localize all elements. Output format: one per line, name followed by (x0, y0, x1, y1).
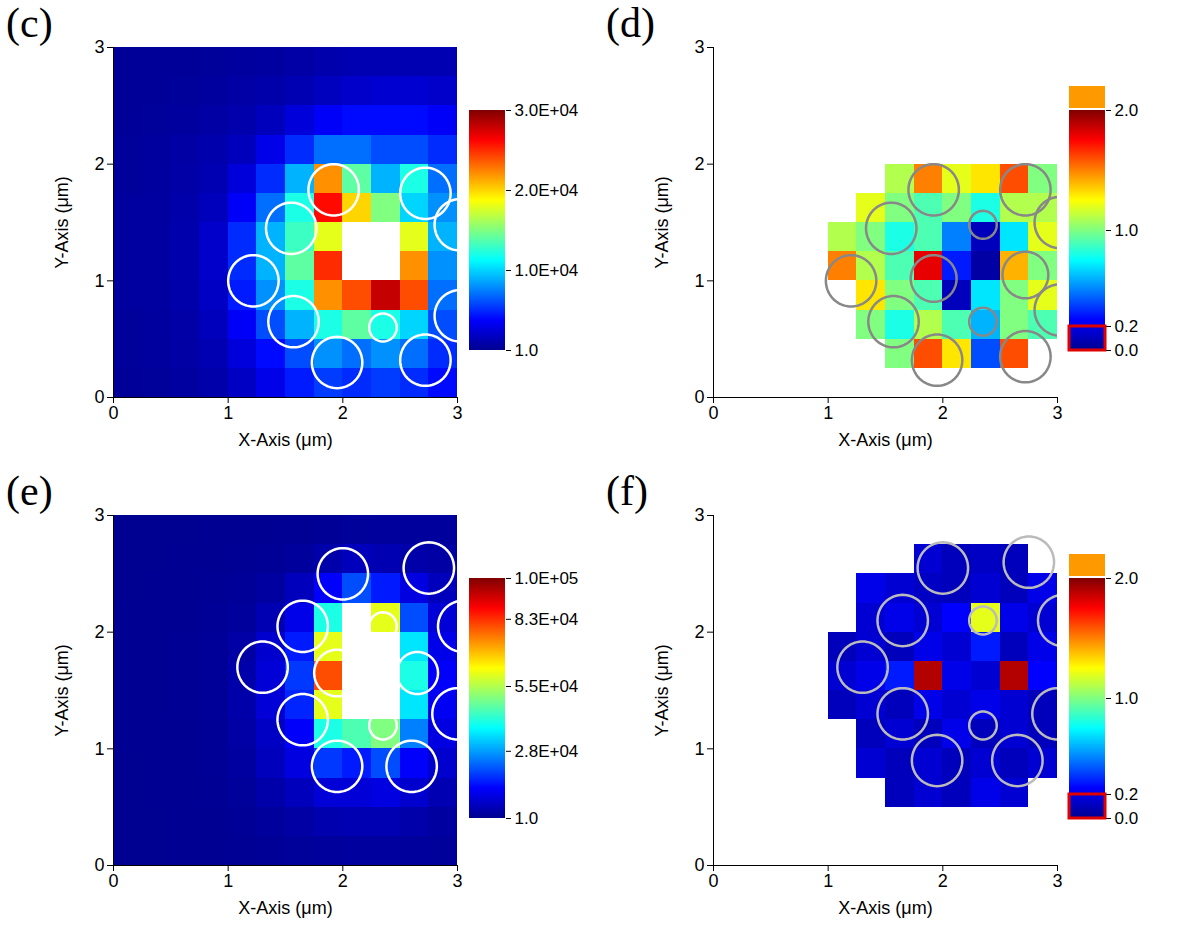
svg-text:0: 0 (708, 403, 718, 423)
svg-text:3: 3 (1052, 871, 1062, 891)
svg-text:X-Axis (μm): X-Axis (μm) (838, 430, 932, 450)
svg-text:3.0E+04: 3.0E+04 (515, 101, 579, 120)
html-text:(f): (f) (606, 468, 648, 514)
svg-text:1: 1 (823, 403, 833, 423)
svg-text:X-Axis (μm): X-Axis (μm) (238, 430, 332, 450)
html-text:(e): (e) (6, 468, 53, 514)
svg-text:Y-Axis (μm): Y-Axis (μm) (652, 176, 672, 269)
svg-text:1: 1 (823, 871, 833, 891)
svg-text:2: 2 (694, 154, 704, 174)
svg-text:0.0: 0.0 (1115, 809, 1139, 828)
svg-text:1: 1 (94, 271, 104, 291)
svg-text:8.3E+04: 8.3E+04 (515, 610, 579, 629)
svg-text:2: 2 (694, 622, 704, 642)
html-text:(d): (d) (606, 0, 655, 46)
svg-text:1.0: 1.0 (515, 809, 539, 828)
svg-text:5.5E+04: 5.5E+04 (515, 677, 579, 696)
svg-text:0.2: 0.2 (1115, 317, 1139, 336)
svg-text:2: 2 (338, 871, 348, 891)
svg-text:2.8E+04: 2.8E+04 (515, 742, 579, 761)
svg-text:3: 3 (1052, 403, 1062, 423)
svg-text:2: 2 (94, 622, 104, 642)
svg-text:1.0E+04: 1.0E+04 (515, 261, 579, 280)
svg-text:1.0: 1.0 (1115, 221, 1139, 240)
svg-text:3: 3 (94, 37, 104, 57)
svg-text:3: 3 (452, 403, 462, 423)
svg-text:1: 1 (694, 271, 704, 291)
svg-text:0: 0 (108, 403, 118, 423)
svg-text:0: 0 (94, 855, 104, 875)
svg-text:Y-Axis (μm): Y-Axis (μm) (52, 176, 72, 269)
svg-text:Y-Axis (μm): Y-Axis (μm) (652, 644, 672, 737)
svg-text:1.0: 1.0 (515, 341, 539, 360)
svg-text:0: 0 (694, 387, 704, 407)
svg-text:0: 0 (708, 871, 718, 891)
svg-text:0: 0 (108, 871, 118, 891)
svg-text:0: 0 (694, 855, 704, 875)
html-text:(c): (c) (6, 0, 53, 46)
svg-text:1.0: 1.0 (1115, 689, 1139, 708)
svg-text:1: 1 (694, 739, 704, 759)
svg-text:2: 2 (94, 154, 104, 174)
svg-text:Y-Axis (μm): Y-Axis (μm) (52, 644, 72, 737)
svg-text:1: 1 (94, 739, 104, 759)
svg-text:0.2: 0.2 (1115, 785, 1139, 804)
svg-text:3: 3 (694, 37, 704, 57)
svg-text:1: 1 (223, 871, 233, 891)
svg-text:0.0: 0.0 (1115, 341, 1139, 360)
svg-text:1: 1 (223, 403, 233, 423)
svg-text:2: 2 (938, 871, 948, 891)
svg-text:3: 3 (694, 505, 704, 525)
svg-text:3: 3 (452, 871, 462, 891)
svg-text:1.0E+05: 1.0E+05 (515, 569, 579, 588)
svg-text:2: 2 (938, 403, 948, 423)
svg-text:X-Axis (μm): X-Axis (μm) (238, 898, 332, 918)
svg-text:X-Axis (μm): X-Axis (μm) (838, 898, 932, 918)
svg-text:3: 3 (94, 505, 104, 525)
svg-text:2.0: 2.0 (1115, 569, 1139, 588)
svg-text:0: 0 (94, 387, 104, 407)
svg-text:2: 2 (338, 403, 348, 423)
svg-text:2.0E+04: 2.0E+04 (515, 181, 579, 200)
svg-text:2.0: 2.0 (1115, 101, 1139, 120)
